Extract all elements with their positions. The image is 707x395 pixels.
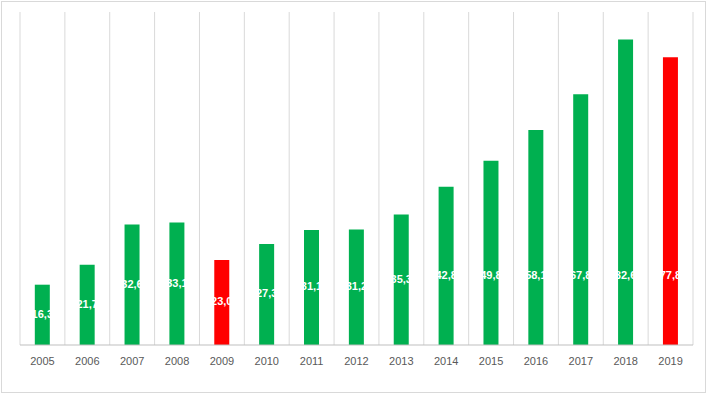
svg-text:2006: 2006 <box>75 355 99 367</box>
svg-text:31,1: 31,1 <box>301 280 322 292</box>
svg-text:2014: 2014 <box>434 355 458 367</box>
svg-text:2011: 2011 <box>300 355 324 367</box>
svg-text:33,1: 33,1 <box>166 277 187 289</box>
svg-text:42,8: 42,8 <box>435 269 456 281</box>
svg-text:31,2: 31,2 <box>346 280 367 292</box>
svg-text:2009: 2009 <box>210 355 234 367</box>
svg-text:21,7: 21,7 <box>76 298 97 310</box>
svg-text:58,1: 58,1 <box>525 269 546 281</box>
svg-text:2016: 2016 <box>524 355 548 367</box>
svg-text:2012: 2012 <box>344 355 368 367</box>
svg-text:82,6: 82,6 <box>615 269 636 281</box>
svg-text:23,0: 23,0 <box>211 295 232 307</box>
svg-text:2015: 2015 <box>479 355 503 367</box>
svg-text:16,3: 16,3 <box>32 308 53 320</box>
svg-text:2019: 2019 <box>658 355 682 367</box>
svg-text:2018: 2018 <box>613 355 637 367</box>
svg-text:32,6: 32,6 <box>121 278 142 290</box>
svg-text:2017: 2017 <box>569 355 593 367</box>
svg-text:49,8: 49,8 <box>480 269 501 281</box>
svg-text:2007: 2007 <box>120 355 144 367</box>
svg-text:67,8: 67,8 <box>570 269 591 281</box>
svg-text:2010: 2010 <box>255 355 279 367</box>
svg-text:2013: 2013 <box>389 355 413 367</box>
svg-text:2005: 2005 <box>30 355 54 367</box>
svg-text:77,8: 77,8 <box>660 269 681 281</box>
svg-text:2008: 2008 <box>165 355 189 367</box>
svg-text:27,3: 27,3 <box>256 287 277 299</box>
svg-text:35,3: 35,3 <box>391 273 412 285</box>
